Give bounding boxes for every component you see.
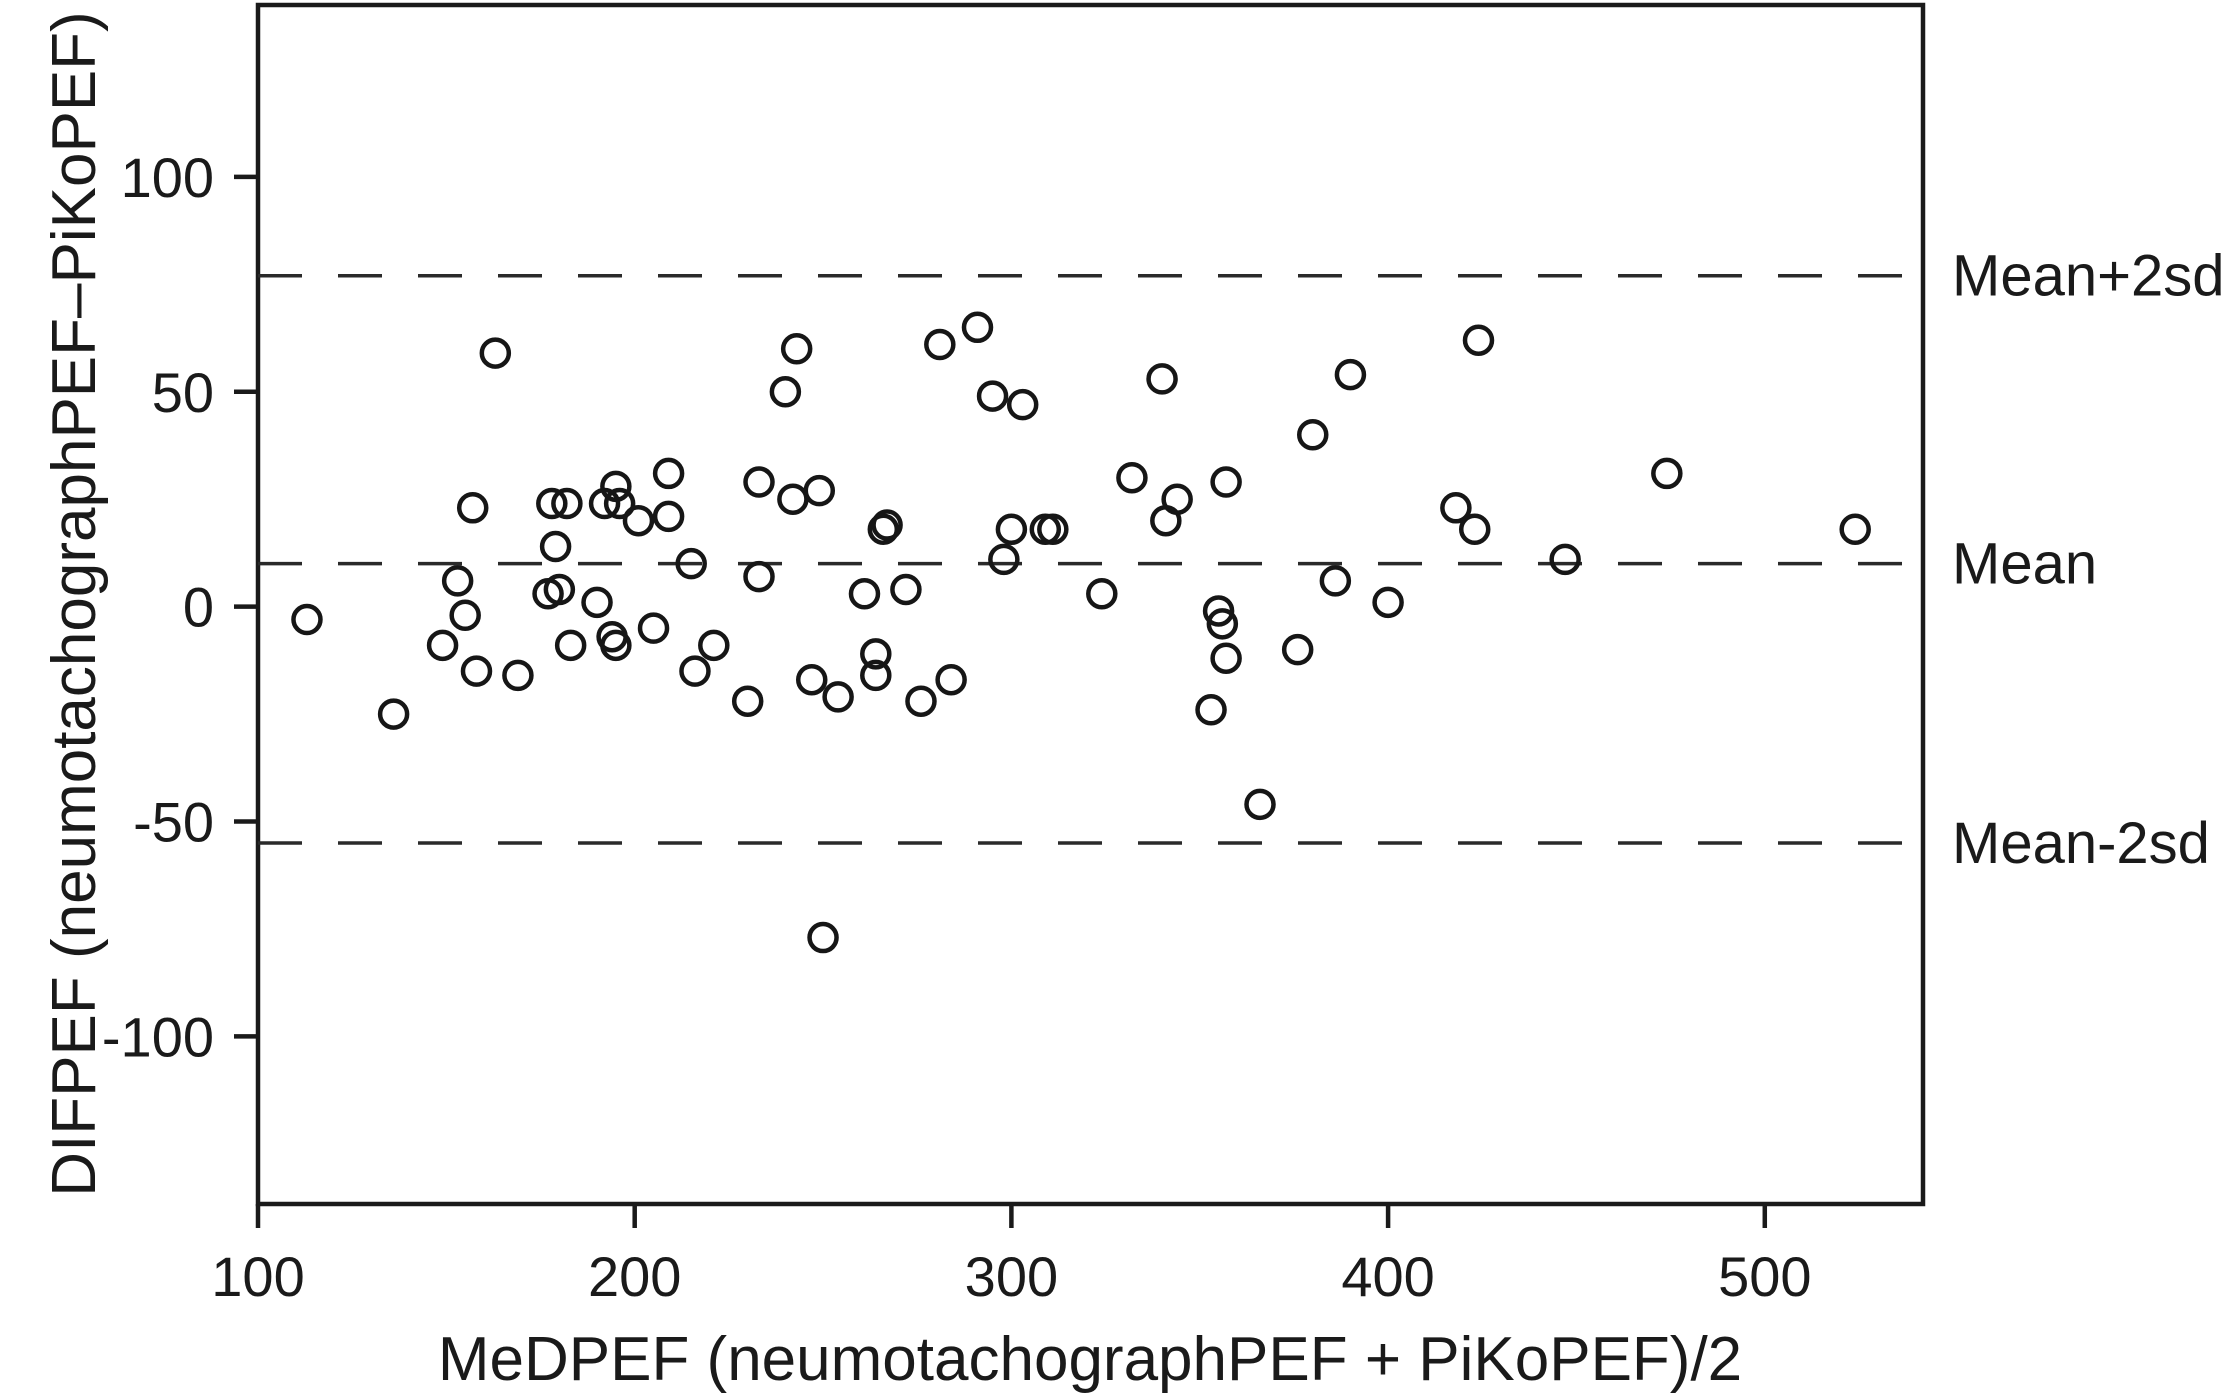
data-point — [291, 603, 323, 636]
data-point — [543, 573, 576, 606]
data-point — [581, 586, 613, 619]
y-axis-ticks-layer: -100 -50 0 50 100 — [102, 146, 258, 1068]
data-point — [1549, 543, 1581, 576]
data-point — [536, 487, 568, 520]
reference-line-label: Mean+2sd — [1952, 244, 2221, 309]
data-point — [1319, 565, 1352, 597]
data-point — [1297, 418, 1329, 451]
data-point — [456, 492, 489, 524]
data-point — [976, 380, 1009, 412]
data-point — [803, 474, 836, 507]
data-point — [743, 560, 775, 593]
y-tick-label: -100 — [102, 1005, 214, 1068]
data-point — [1839, 513, 1871, 546]
data-point — [924, 328, 956, 361]
data-point — [1210, 466, 1242, 498]
data-point — [1146, 363, 1178, 395]
data-point — [1202, 595, 1235, 627]
y-tick-label: 100 — [121, 146, 214, 209]
data-point — [988, 543, 1020, 576]
data-point — [675, 547, 707, 580]
data-point — [780, 333, 813, 365]
data-point — [848, 578, 881, 610]
x-tick-label: 500 — [1718, 1245, 1811, 1308]
y-tick-label: -50 — [133, 791, 214, 854]
data-point — [867, 513, 900, 546]
x-tick-label: 400 — [1341, 1245, 1434, 1308]
reference-line-label: Mean — [1952, 532, 2097, 597]
x-axis-title: MeDPEF (neumotachographPEF + PiKoPEF)/2 — [438, 1325, 1742, 1394]
data-point — [935, 663, 967, 696]
reference-line-label: Mean-2sd — [1952, 811, 2210, 876]
data-point — [871, 509, 903, 541]
data-point — [1458, 513, 1491, 546]
data-point — [539, 530, 572, 563]
data-point — [890, 573, 922, 606]
data-point — [860, 638, 892, 670]
data-point — [743, 466, 775, 498]
y-axis-title: DIFPEF (neumotachographPEF–PiKoPEF) — [40, 11, 109, 1196]
data-point — [1195, 694, 1227, 726]
data-point — [377, 698, 410, 730]
data-point — [460, 655, 493, 687]
data-point — [622, 504, 655, 537]
data-point — [637, 612, 670, 644]
data-point — [995, 513, 1028, 546]
data-point — [698, 629, 730, 662]
x-tick-label: 100 — [211, 1245, 304, 1308]
data-point — [652, 500, 685, 533]
data-point — [1116, 461, 1148, 494]
scatter-points-layer — [291, 311, 1871, 954]
data-point — [551, 487, 583, 520]
data-point — [769, 376, 802, 408]
data-point — [807, 921, 839, 954]
data-point — [1334, 358, 1367, 391]
data-point — [441, 565, 474, 597]
data-point — [426, 629, 459, 662]
data-point — [1244, 788, 1276, 821]
data-point — [777, 483, 809, 515]
y-tick-label: 0 — [183, 576, 214, 639]
data-point — [795, 663, 828, 696]
data-point — [1281, 633, 1314, 666]
x-axis-ticks-layer: 100 200 300 400 500 — [211, 1204, 1812, 1308]
data-point — [502, 659, 534, 692]
data-point — [1037, 513, 1069, 546]
data-point — [1206, 608, 1239, 640]
data-point — [449, 599, 481, 631]
data-point — [600, 629, 632, 662]
data-point — [1462, 324, 1495, 356]
data-point — [731, 685, 764, 717]
data-point — [1440, 492, 1472, 524]
data-point — [961, 311, 994, 344]
data-point — [1086, 578, 1118, 610]
data-point — [1372, 586, 1404, 619]
data-point — [652, 457, 685, 490]
data-point — [1210, 642, 1242, 674]
data-point — [905, 685, 937, 717]
x-tick-label: 300 — [965, 1245, 1058, 1308]
reference-lines-layer: Mean+2sd Mean Mean-2sd — [258, 244, 2221, 876]
data-point — [1150, 504, 1182, 537]
data-point — [679, 655, 711, 687]
data-point — [822, 681, 854, 713]
y-tick-label: 50 — [152, 361, 214, 424]
data-point — [1006, 388, 1039, 421]
data-point — [554, 629, 587, 662]
x-tick-label: 200 — [588, 1245, 681, 1308]
data-point — [479, 337, 512, 369]
data-point — [860, 659, 892, 692]
data-point — [1651, 457, 1683, 490]
data-point — [600, 470, 632, 503]
data-point — [603, 487, 636, 520]
